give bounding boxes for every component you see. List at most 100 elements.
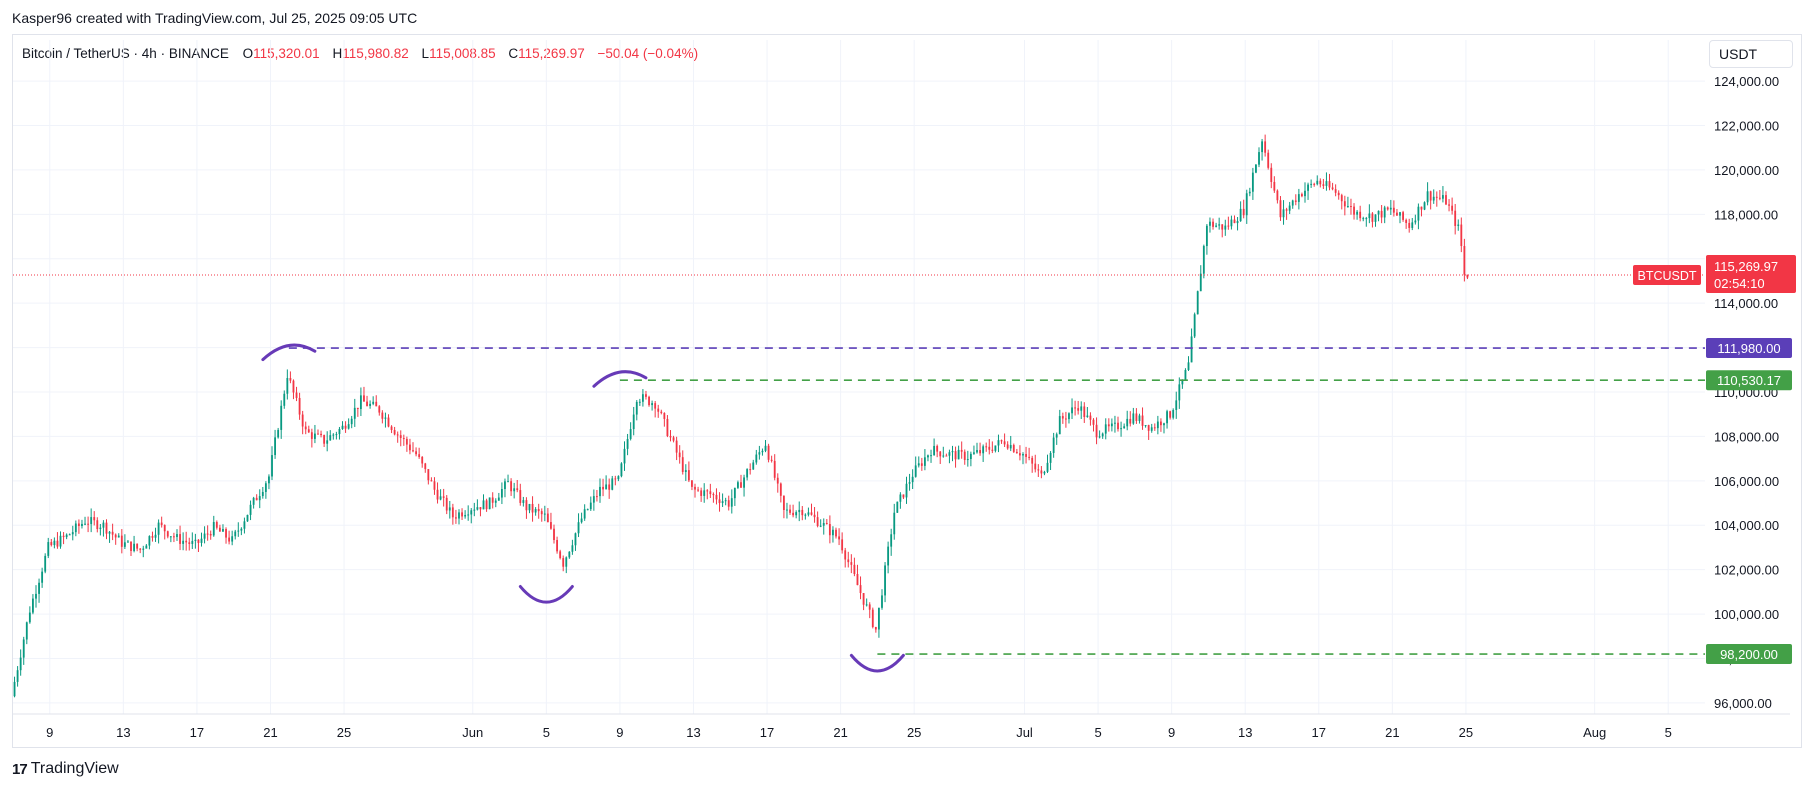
candle-body: [335, 434, 338, 436]
candle-body: [485, 500, 488, 510]
candle-body: [280, 405, 283, 430]
candle-body: [84, 523, 86, 525]
candle-body: [292, 380, 295, 393]
candle-body: [537, 509, 540, 512]
currency-unit-button[interactable]: USDT: [1709, 40, 1793, 68]
candle-body: [804, 514, 807, 516]
candle-body: [1061, 416, 1064, 419]
candle-body: [1454, 210, 1457, 226]
candle-body: [724, 500, 727, 502]
candle-body: [1313, 183, 1316, 185]
candle-body: [148, 536, 151, 546]
candle-body: [657, 408, 660, 412]
candle-body: [32, 598, 34, 613]
candle-body: [979, 450, 981, 454]
level-price-box: [1706, 370, 1792, 391]
candle-body: [234, 531, 237, 537]
candle-body: [841, 539, 844, 551]
candle-body: [1451, 205, 1454, 211]
price-tick-label: 96,000.00: [1714, 696, 1772, 711]
chart-credit: Kasper96 created with TradingView.com, J…: [12, 10, 418, 26]
candle-body: [173, 536, 175, 538]
candle-body: [1365, 218, 1368, 220]
candle-body: [1463, 246, 1466, 275]
candle-body: [479, 507, 482, 510]
candle-body: [602, 486, 604, 490]
candle-body: [47, 542, 50, 556]
candle-body: [715, 494, 718, 500]
candle-body: [1270, 167, 1273, 182]
candle-body: [350, 418, 353, 425]
candle-body: [1114, 422, 1116, 424]
candle-body: [969, 453, 972, 460]
candle-body: [19, 657, 22, 671]
candle-body: [1000, 440, 1003, 442]
candle-body: [1129, 418, 1132, 424]
tradingview-logo[interactable]: 17 TradingView: [12, 760, 119, 778]
candle-body: [648, 396, 650, 406]
candle-body: [1414, 220, 1417, 223]
candle-body: [1362, 218, 1365, 220]
candle-body: [344, 425, 347, 429]
candle-body: [592, 496, 595, 503]
candle-body: [283, 393, 286, 406]
candle-body: [427, 469, 430, 481]
time-tick-label: 21: [833, 725, 847, 740]
candle-body: [1346, 206, 1349, 208]
time-tick-label: 25: [1459, 725, 1473, 740]
candle-body: [231, 536, 234, 542]
candle-body: [1221, 224, 1224, 230]
candle-body: [1120, 428, 1122, 430]
candle-body: [795, 512, 798, 516]
candle-body: [1233, 219, 1236, 224]
price-tick-label: 122,000.00: [1714, 119, 1779, 134]
candle-body: [289, 378, 292, 381]
candle-body: [960, 449, 963, 452]
candle-body: [455, 517, 457, 519]
candle-body: [399, 435, 402, 438]
candle-body: [1117, 422, 1119, 430]
candle-body: [494, 500, 497, 503]
symbol-tag-label: BTCUSDT: [1637, 269, 1696, 283]
candle-body: [1402, 212, 1404, 220]
candle-body: [1230, 219, 1233, 227]
candle-body: [1184, 369, 1187, 380]
candle-body: [1064, 418, 1067, 420]
candle-body: [387, 417, 390, 427]
candle-body: [1255, 164, 1257, 173]
candle-body: [997, 440, 1000, 446]
candle-body: [727, 500, 730, 507]
low-label: L: [421, 46, 430, 61]
candle-body: [669, 436, 672, 438]
candle-body: [513, 488, 516, 492]
candle-body: [976, 450, 978, 453]
candle-body: [326, 440, 329, 444]
candle-body: [488, 497, 491, 510]
candle-body: [1043, 471, 1046, 474]
symbol-description[interactable]: Bitcoin / TetherUS · 4h · BINANCE: [22, 46, 229, 61]
candle-body: [1199, 273, 1202, 292]
candle-body: [261, 491, 264, 497]
candle-body: [433, 481, 436, 490]
candle-body: [914, 465, 917, 477]
candle-body: [1163, 423, 1165, 426]
candle-body: [1166, 411, 1168, 424]
candle-body: [1236, 221, 1239, 224]
candle-body: [942, 455, 945, 457]
candle-body: [130, 541, 132, 551]
candle-body: [902, 494, 905, 498]
candle-body: [856, 574, 859, 586]
candle-body: [203, 533, 206, 539]
time-tick-label: 9: [46, 725, 53, 740]
candle-body: [286, 378, 289, 394]
candle-body: [1288, 205, 1291, 211]
candle-body: [1438, 197, 1441, 199]
candle-body: [923, 457, 926, 466]
candle-body: [1251, 172, 1254, 192]
candle-body: [973, 452, 975, 454]
candle-body: [534, 509, 537, 513]
candle-body: [1248, 191, 1251, 194]
candle-body: [675, 440, 678, 453]
candle-body: [712, 494, 715, 496]
